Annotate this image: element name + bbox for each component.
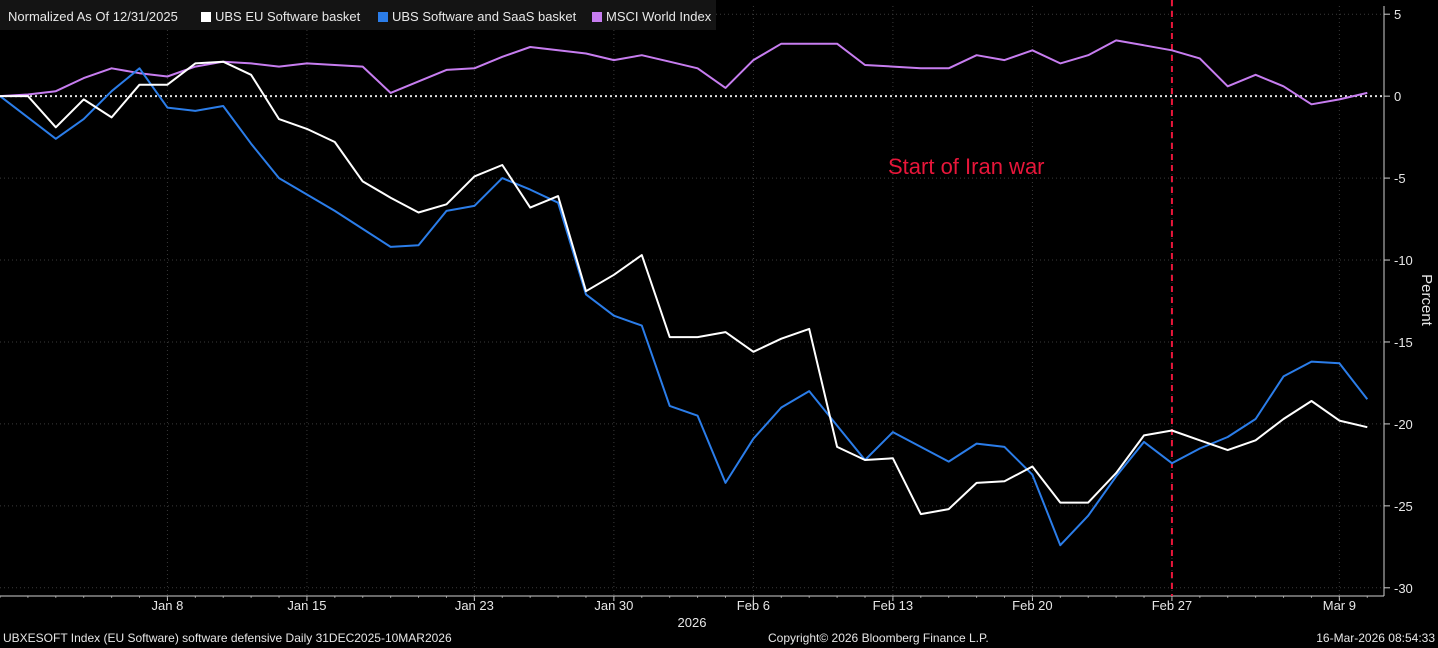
series-line-ubs-eu-software-basket (0, 60, 1368, 516)
series-line-ubs-software-and-saas-basket (0, 67, 1369, 547)
x-tick-label: Jan 30 (594, 598, 633, 613)
year-label: 2026 (678, 615, 707, 630)
legend-bar: Normalized As Of 12/31/2025 UBS EU Softw… (0, 0, 716, 30)
x-tick-label: Mar 9 (1323, 598, 1356, 613)
x-tick-label: Feb 20 (1012, 598, 1052, 613)
legend-swatch-eu-software (201, 12, 211, 22)
legend-item-msci-world[interactable]: MSCI World Index (592, 9, 711, 24)
y-tick-label: -10 (1394, 253, 1413, 268)
y-tick-label: 5 (1394, 7, 1401, 22)
gridlines (0, 6, 1384, 596)
y-tick-label: -25 (1394, 499, 1413, 514)
x-tick-label: Feb 13 (873, 598, 913, 613)
y-tick-label: -5 (1394, 171, 1406, 186)
legend-swatch-msci (592, 12, 602, 22)
x-tick-label: Jan 8 (152, 598, 184, 613)
x-tick-label: Jan 23 (455, 598, 494, 613)
legend-item-saas[interactable]: UBS Software and SaaS basket (378, 9, 576, 24)
series-line-msci-world-index (0, 39, 1368, 106)
x-tick-label: Feb 27 (1152, 598, 1192, 613)
y-tick-label: -15 (1394, 335, 1413, 350)
legend-item-eu-software[interactable]: UBS EU Software basket (201, 9, 360, 24)
legend-label: UBS Software and SaaS basket (392, 9, 577, 24)
footer-timestamp: 16-Mar-2026 08:54:33 (1316, 631, 1435, 645)
axes: 5 0 -5 -10 -15 -20 -25 -30 Jan 8 Jan 15 Jan 23 Jan … (0, 6, 1413, 613)
footer-index-description: UBXESOFT Index (EU Software) software de… (3, 631, 452, 645)
footer-copyright: Copyright© 2026 Bloomberg Finance L.P. (768, 631, 989, 645)
legend-normalization-note: Normalized As Of 12/31/2025 (8, 9, 178, 24)
event-annotation: Start of Iran war (888, 154, 1045, 179)
y-axis-label: Percent (1418, 274, 1435, 327)
legend-label: UBS EU Software basket (215, 9, 361, 24)
legend-swatch-saas (378, 12, 388, 22)
y-tick-label: -30 (1394, 581, 1413, 596)
x-tick-label: Feb 6 (737, 598, 770, 613)
series-lines (0, 39, 1369, 547)
legend-label: MSCI World Index (606, 9, 712, 24)
x-tick-label: Jan 15 (287, 598, 326, 613)
y-tick-label: -20 (1394, 417, 1413, 432)
y-tick-label: 0 (1394, 89, 1401, 104)
